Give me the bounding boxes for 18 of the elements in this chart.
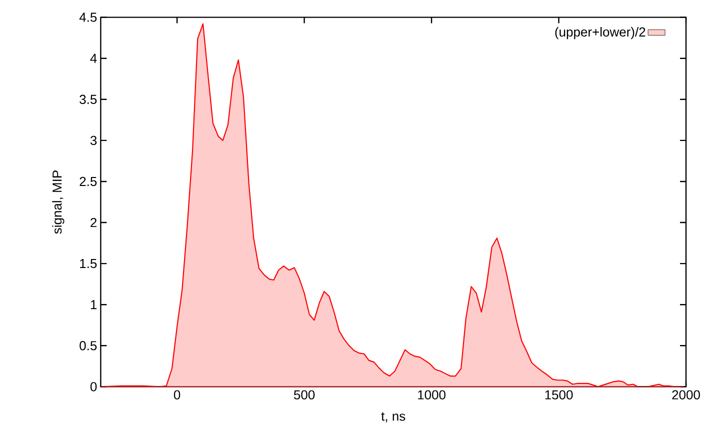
x-tick-label: 1500: [545, 390, 573, 400]
y-tick-label: 1.5: [80, 259, 97, 268]
legend-label: (upper+lower)/2: [555, 27, 646, 40]
y-tick-label: 3.5: [80, 94, 97, 104]
x-tick-label: 500: [294, 390, 315, 400]
y-tick-label: 2.5: [80, 176, 97, 186]
y-tick-label: 0.5: [80, 341, 97, 350]
y-tick-label: 0: [90, 382, 97, 392]
y-tick-label: 4: [90, 54, 97, 63]
y-tick-label: 1: [90, 300, 97, 310]
x-tick-label: 0: [174, 390, 180, 400]
y-tick-label: 4.5: [79, 12, 97, 22]
x-tick-label: 2000: [672, 390, 700, 400]
x-tick-label: 1000: [418, 390, 446, 400]
y-tick-label: 3: [90, 136, 97, 146]
y-tick-label: 2: [90, 218, 97, 228]
x-axis-title: t, ns: [381, 412, 406, 422]
y-axis-title: signal, MIP: [52, 170, 64, 234]
